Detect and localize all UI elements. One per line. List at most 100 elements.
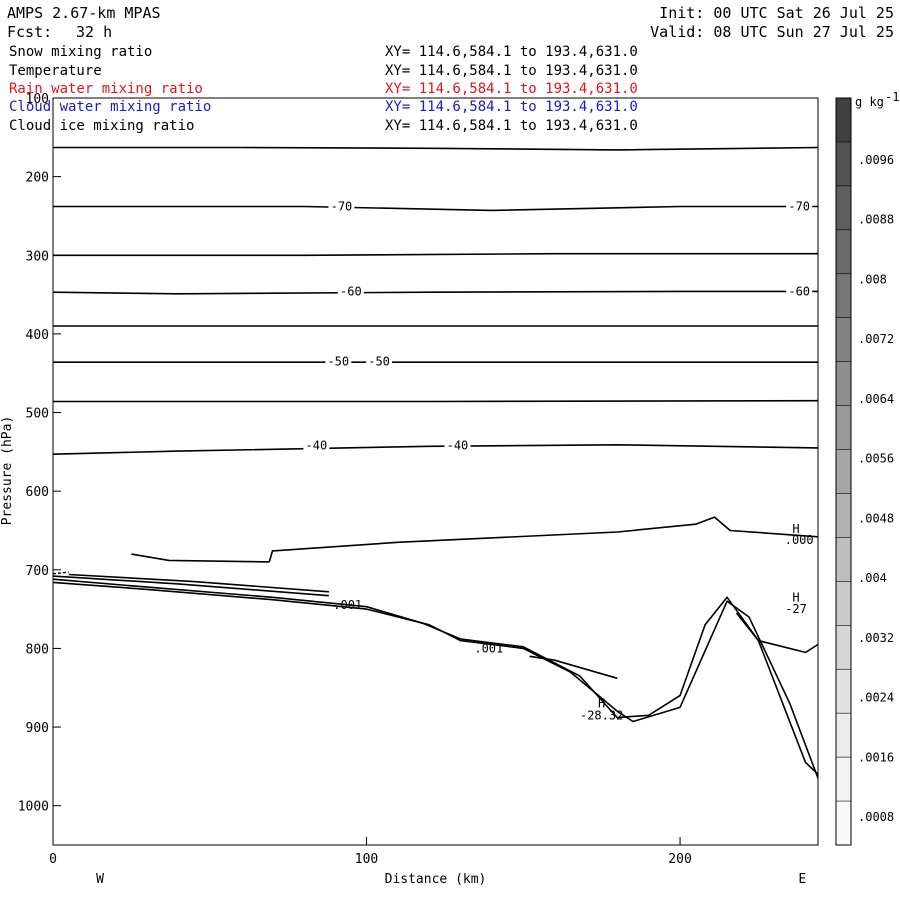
x-tick-label: 200	[668, 852, 691, 867]
colorbar-swatch	[836, 713, 851, 758]
y-tick-label-top: 100	[26, 92, 49, 107]
temperature-label: -40	[306, 439, 328, 453]
dashed-contour-fragment	[52, 571, 69, 575]
field-name-cloud-ice: Cloud ice mixing ratio	[9, 118, 195, 134]
mixing-ratio-contour	[529, 655, 618, 680]
temperature-contour	[53, 399, 819, 403]
contour-label-bg	[325, 353, 352, 368]
forecast-hours: 32 h	[76, 23, 113, 41]
mixing-ratio-contour	[735, 612, 819, 654]
y-tick-label: 400	[26, 328, 49, 343]
temperature-label: -50	[327, 354, 349, 368]
y-tick-label: 500	[26, 407, 49, 422]
field-xy-cloud-ice: XY= 114.6,584.1 to 193.4,631.0	[385, 118, 638, 134]
colorbar-label: .0032	[858, 631, 894, 645]
contour-label-bg	[444, 437, 471, 452]
colorbar-label: .004	[858, 571, 887, 585]
x-axis-label: Distance (km)	[385, 872, 487, 887]
y-tick-label: 600	[26, 485, 49, 500]
field-name-cloud-water: Cloud water mixing ratio	[9, 99, 212, 115]
temperature-contour	[268, 516, 819, 563]
colorbar-label: .008	[858, 272, 887, 286]
contour-value-label: -27	[785, 602, 807, 616]
colorbar-swatch	[836, 98, 851, 143]
east-label: E	[798, 872, 806, 887]
temperature-contour	[52, 444, 819, 455]
y-tick-label: 700	[26, 564, 49, 579]
colorbar-swatch	[836, 581, 851, 626]
init-time: Init: 00 UTC Sat 26 Jul 25	[659, 4, 894, 22]
colorbar-swatch	[836, 229, 851, 275]
contour-label-bg	[786, 283, 813, 298]
colorbar-swatch	[836, 405, 851, 451]
x-tick-label: 0	[49, 852, 57, 867]
colorbar-label: .0072	[858, 332, 894, 346]
mixing-ratio-contour	[68, 573, 329, 593]
contour-label-bg	[328, 198, 355, 213]
contour-value-label: .001	[333, 598, 362, 612]
high-marker: H	[792, 522, 799, 536]
contour-label-bg	[337, 283, 364, 298]
temperature-contour	[52, 290, 818, 295]
temperature-label: -60	[340, 284, 362, 298]
field-name-snow: Snow mixing ratio	[9, 44, 153, 60]
mixing-ratio-contour	[52, 575, 329, 597]
colorbar-swatch	[836, 317, 851, 363]
contour-label-bg	[303, 437, 330, 452]
contour-value-label: -28.32	[580, 708, 623, 722]
colorbar-label: .0024	[858, 691, 894, 705]
field-name-rain: Rain water mixing ratio	[9, 81, 203, 97]
colorbar-label: .0008	[858, 810, 894, 824]
y-tick-label: 800	[26, 642, 49, 657]
temperature-label: -40	[447, 439, 469, 453]
model-title: AMPS 2.67-km MPAS	[7, 4, 161, 22]
mixing-ratio-contour	[52, 578, 819, 775]
valid-time: Valid: 08 UTC Sun 27 Jul 25	[650, 23, 894, 41]
y-tick-label: 1000	[18, 800, 49, 815]
forecast-label: Fcst:	[7, 23, 53, 41]
contour-value-label: .000	[785, 533, 814, 547]
colorbar-swatch	[836, 801, 851, 846]
y-tick-label: 200	[26, 171, 49, 186]
colorbar-label: .0096	[858, 153, 894, 167]
colorbar-swatch	[836, 757, 851, 802]
colorbar-unit-exponent: -1	[885, 90, 899, 104]
contour-label-bg	[366, 353, 393, 368]
y-tick-label: 300	[26, 249, 49, 264]
field-xy-temperature: XY= 114.6,584.1 to 193.4,631.0	[385, 63, 638, 79]
colorbar-label: .0088	[858, 213, 894, 227]
colorbar-swatch	[836, 361, 851, 407]
temperature-contour	[53, 252, 818, 257]
colorbar-swatch	[836, 537, 851, 582]
temperature-label: -50	[368, 354, 390, 368]
high-marker: H	[792, 590, 799, 604]
colorbar-swatch	[836, 185, 851, 231]
mixing-ratio-contour	[52, 581, 819, 779]
y-axis-label: Pressure (hPa)	[0, 416, 15, 526]
field-xy-cloud-water: XY= 114.6,584.1 to 193.4,631.0	[385, 99, 638, 115]
y-tick-label: 900	[26, 721, 49, 736]
colorbar-swatch	[836, 273, 851, 319]
colorbar-label: .0048	[858, 511, 894, 525]
colorbar-unit: g kg	[855, 95, 884, 109]
field-xy-snow: XY= 114.6,584.1 to 193.4,631.0	[385, 44, 638, 60]
x-tick-label: 100	[355, 852, 378, 867]
colorbar-label: .0016	[858, 750, 894, 764]
high-marker: H	[598, 696, 605, 710]
colorbar-swatch	[836, 141, 851, 187]
temperature-label: -60	[788, 284, 810, 298]
colorbar-swatch	[836, 669, 851, 714]
temperature-contour	[53, 146, 819, 151]
colorbar-label: .0056	[858, 452, 894, 466]
colorbar-swatch	[836, 493, 851, 538]
temperature-label: -70	[331, 200, 353, 214]
field-name-temperature: Temperature	[9, 63, 102, 79]
colorbar-swatch	[836, 449, 851, 494]
field-xy-rain: XY= 114.6,584.1 to 193.4,631.0	[385, 81, 638, 97]
plot-frame	[52, 97, 819, 846]
west-label: W	[96, 872, 104, 887]
temperature-contour	[53, 205, 818, 212]
temperature-contour	[131, 553, 270, 563]
contour-value-label: .001	[474, 641, 503, 655]
